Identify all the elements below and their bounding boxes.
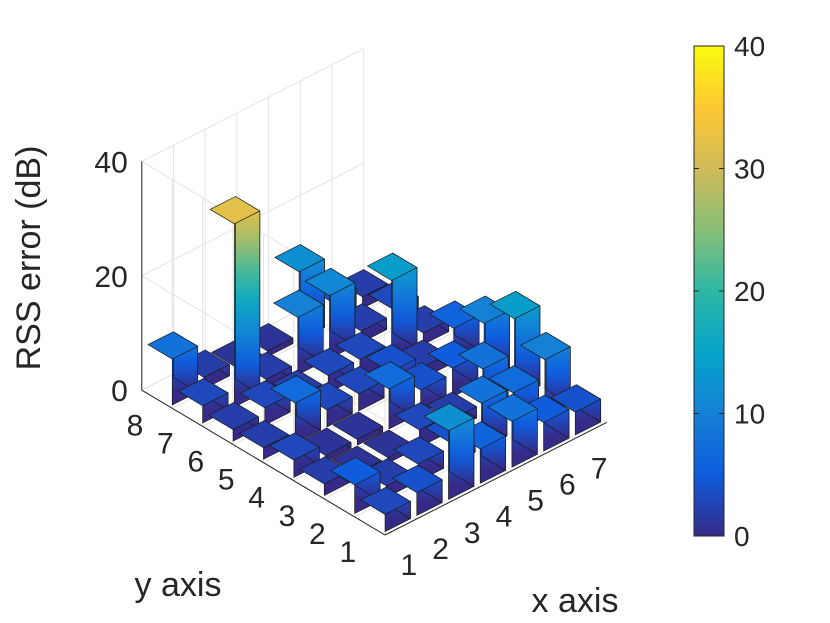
bar-top bbox=[303, 347, 354, 376]
bar-top bbox=[488, 365, 539, 394]
bar-top bbox=[238, 420, 290, 449]
bar-top bbox=[489, 290, 541, 320]
z-tick-label: 20 bbox=[94, 261, 127, 294]
x-tick-label: 7 bbox=[591, 452, 608, 485]
y-tick-label: 6 bbox=[187, 445, 204, 478]
bar-top bbox=[365, 344, 417, 373]
bar-top bbox=[178, 378, 229, 407]
bar bbox=[518, 394, 570, 452]
bar bbox=[487, 393, 538, 468]
colorbar: 0 10 20 30 40 bbox=[693, 31, 765, 552]
bar-top bbox=[364, 361, 415, 390]
colorbar-tick-label: 0 bbox=[734, 521, 750, 552]
colorbar-tick-label: 40 bbox=[734, 31, 765, 62]
colorbar-tick-label: 30 bbox=[734, 154, 765, 185]
bar-top bbox=[520, 331, 571, 361]
y-axis-title: y axis bbox=[135, 566, 222, 604]
z-axis-title: RSS error (dB) bbox=[10, 146, 48, 371]
y-axis-line bbox=[141, 389, 386, 536]
bar-top bbox=[393, 436, 444, 465]
bar-top bbox=[240, 380, 291, 409]
x-tick-label: 1 bbox=[401, 549, 418, 582]
bar-top bbox=[487, 393, 538, 422]
x-tick-label: 6 bbox=[559, 468, 576, 501]
bar-face bbox=[235, 196, 261, 395]
bar bbox=[330, 457, 381, 514]
bar bbox=[270, 375, 321, 444]
axes bbox=[141, 161, 608, 536]
bar-top bbox=[208, 401, 259, 430]
bar-top bbox=[429, 300, 480, 329]
bar-top bbox=[147, 331, 199, 360]
x-tick-label: 3 bbox=[464, 517, 481, 550]
bar-top bbox=[269, 432, 320, 461]
bar-top bbox=[209, 196, 261, 225]
bar-top bbox=[459, 295, 510, 324]
bar bbox=[455, 421, 506, 484]
bar bbox=[360, 486, 411, 532]
bar bbox=[273, 289, 324, 376]
bar-top bbox=[270, 375, 321, 404]
x-axis-title: x axis bbox=[532, 582, 619, 620]
x-tick-label: 4 bbox=[496, 501, 513, 534]
bar bbox=[398, 305, 450, 345]
bar-top bbox=[458, 341, 509, 370]
bar-top bbox=[273, 289, 324, 318]
z-tick-label: 0 bbox=[111, 375, 128, 408]
bar-top bbox=[366, 252, 418, 281]
bar bbox=[550, 384, 602, 436]
y-tick-label: 7 bbox=[157, 427, 174, 460]
bar-top bbox=[330, 457, 381, 486]
y-tick-label: 3 bbox=[279, 500, 296, 533]
bar-top bbox=[304, 267, 356, 297]
bar-top bbox=[392, 464, 443, 493]
bar-top bbox=[332, 411, 384, 440]
x-tick-label: 2 bbox=[432, 533, 449, 566]
bar bbox=[423, 403, 475, 500]
y-tick-label: 2 bbox=[309, 518, 326, 551]
bar bbox=[332, 411, 384, 446]
bar bbox=[392, 464, 443, 516]
bar-top bbox=[335, 331, 386, 360]
bars bbox=[147, 196, 602, 532]
y-tick-label: 4 bbox=[248, 482, 265, 515]
bar-top bbox=[550, 384, 602, 413]
bar-top bbox=[274, 244, 325, 273]
bar-top bbox=[333, 366, 385, 395]
colorbar-tick-label: 10 bbox=[734, 399, 765, 430]
bar-top bbox=[456, 375, 508, 404]
y-tick-label: 8 bbox=[127, 409, 144, 442]
bar-top bbox=[423, 403, 475, 432]
x-tick-label: 5 bbox=[527, 485, 544, 518]
y-tick-label: 1 bbox=[339, 536, 356, 569]
bar bbox=[396, 362, 447, 414]
y-tick-label: 5 bbox=[218, 464, 235, 497]
bar bbox=[147, 331, 199, 406]
z-tick-label: 40 bbox=[94, 146, 127, 179]
bar-top bbox=[360, 486, 411, 515]
colorbar-tick-label: 20 bbox=[734, 276, 765, 307]
x-axis-line bbox=[384, 421, 608, 536]
